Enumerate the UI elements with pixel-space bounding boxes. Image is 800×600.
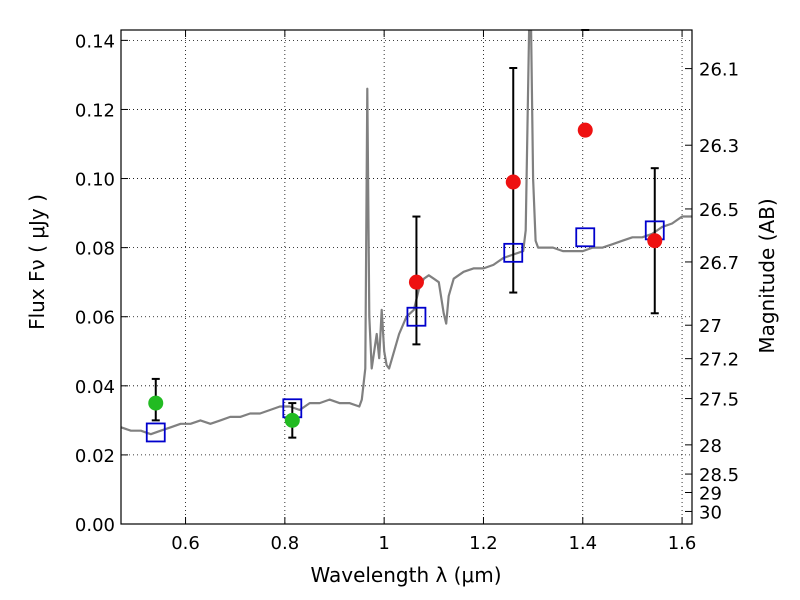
markers bbox=[145, 122, 665, 443]
x-tick-label: 1.2 bbox=[469, 533, 498, 554]
x-tick-label: 0.8 bbox=[271, 533, 300, 554]
y2-tick-label: 27.5 bbox=[699, 390, 739, 411]
x-tick-label: 1.6 bbox=[668, 533, 697, 554]
model-square-marker bbox=[145, 422, 166, 443]
y2-tick-label: 26.7 bbox=[699, 253, 739, 274]
y2-tick-label: 27.2 bbox=[699, 350, 739, 371]
y-tick-label: 0.02 bbox=[75, 446, 115, 467]
model-square-marker bbox=[406, 306, 427, 327]
model-square-marker bbox=[575, 227, 596, 248]
photometry-point bbox=[408, 274, 424, 290]
x-tick-label: 1.4 bbox=[568, 533, 597, 554]
y2-tick-label: 28 bbox=[699, 436, 722, 457]
axis-ticks: 0.6 0.8 1 1.2 1.4 1.6 0.00 0.02 0.04 0.06 0.08 0.10… bbox=[75, 30, 739, 554]
y-tick-label: 0.06 bbox=[75, 308, 115, 329]
y-axis-label: Flux Fν ( μJy ) bbox=[25, 194, 49, 330]
y2-tick-label: 27 bbox=[699, 316, 722, 337]
x-tick-label: 1 bbox=[378, 533, 389, 554]
y-tick-label: 0.14 bbox=[75, 31, 115, 52]
x-tick-label: 0.6 bbox=[171, 533, 200, 554]
y2-tick-label: 28.5 bbox=[699, 465, 739, 486]
spectrum-line bbox=[121, 30, 692, 436]
photometry-point bbox=[148, 395, 164, 411]
y-tick-label: 0.08 bbox=[75, 239, 115, 260]
photometry-point bbox=[505, 174, 521, 190]
y2-tick-label: 26.5 bbox=[699, 200, 739, 221]
y2-tick-label: 30 bbox=[699, 502, 722, 523]
y2-tick-label: 26.1 bbox=[699, 60, 739, 81]
model-square-marker bbox=[503, 242, 524, 263]
plot-frame bbox=[120, 29, 693, 525]
photometry-point bbox=[284, 412, 300, 428]
y2-tick-label: 29 bbox=[699, 483, 722, 504]
plot-area bbox=[121, 30, 692, 436]
y2-tick-label: 26.3 bbox=[699, 136, 739, 157]
x-axis-label: Wavelength λ (μm) bbox=[310, 563, 501, 587]
photometry-point bbox=[577, 122, 593, 138]
y-tick-label: 0.10 bbox=[75, 170, 115, 191]
photometry-point bbox=[647, 233, 663, 249]
y-tick-label: 0.12 bbox=[75, 100, 115, 121]
y-tick-label: 0.00 bbox=[75, 515, 115, 536]
y-tick-label: 0.04 bbox=[75, 377, 115, 398]
y2-axis-label: Magnitude (AB) bbox=[755, 198, 779, 353]
